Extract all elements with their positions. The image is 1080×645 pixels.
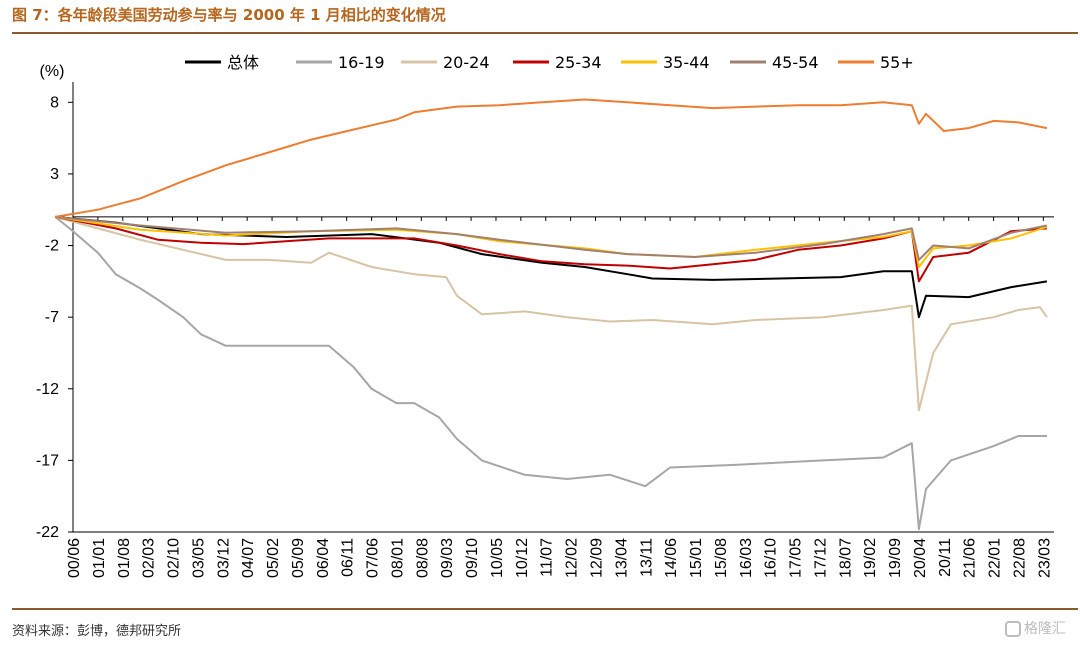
x-tick-label: 12/02 <box>564 538 581 578</box>
figure-title: 图 7：各年龄段美国劳动参与率与 2000 年 1 月相比的变化情况 <box>12 6 446 24</box>
y-tick-label: -2 <box>45 238 59 255</box>
x-tick-label: 18/07 <box>837 538 854 578</box>
watermark: 格隆汇 <box>1005 618 1066 638</box>
source-note: 资料来源：彭博，德邦研究所 <box>12 624 182 639</box>
chart-legend: 总体 16-19 20-24 25-34 35-44 45-54 55+ <box>185 53 914 72</box>
y-tick-label: 3 <box>50 166 59 183</box>
x-tick-label: 22/08 <box>1011 538 1028 578</box>
legend-label-3: 20-24 <box>443 53 490 72</box>
x-tick-label: 23/03 <box>1036 538 1053 578</box>
x-tick-label: 10/12 <box>514 538 531 578</box>
x-tick-label: 05/09 <box>290 538 307 578</box>
series-line-7 <box>55 98 1048 218</box>
series-layer <box>54 98 1048 531</box>
x-tick-label: 03/12 <box>215 538 232 578</box>
y-tick-label: 8 <box>50 94 59 111</box>
watermark-logo-icon <box>1005 621 1021 637</box>
x-tick-label: 01/01 <box>91 538 108 578</box>
x-tick-label: 02/10 <box>166 538 183 578</box>
x-tick-label: 15/08 <box>713 538 730 578</box>
x-tick-label: 03/05 <box>190 538 207 578</box>
x-tick-label: 01/08 <box>116 538 133 578</box>
x-tick-label: 13/11 <box>638 538 655 577</box>
x-tick-label: 17/05 <box>788 538 805 578</box>
x-tick-label: 21/06 <box>962 538 979 578</box>
series-line-4 <box>55 215 1047 283</box>
x-tick-label: 05/02 <box>265 538 282 578</box>
x-tick-label: 06/11 <box>340 538 357 577</box>
chart-axes: (%) 8 3 -2 -7 -12 -17 -22 00/06 01/01 01/08 02/03 02… <box>36 63 1054 578</box>
x-tick-label: 10/05 <box>489 538 506 578</box>
x-tick-label: 16/10 <box>763 538 780 578</box>
series-line-2 <box>54 216 1047 531</box>
x-tick-label: 19/09 <box>887 538 904 578</box>
x-tick-label: 04/07 <box>240 538 257 578</box>
legend-label-4: 25-34 <box>555 53 602 72</box>
legend-label-1: 总体 <box>227 53 259 72</box>
x-tick-label: 17/12 <box>812 538 829 578</box>
series-line-3 <box>54 215 1048 412</box>
x-tick-label: 02/03 <box>141 538 158 578</box>
x-tick-label: 08/01 <box>389 538 406 578</box>
x-tick-label: 22/01 <box>987 538 1004 578</box>
series-line-6 <box>55 215 1048 261</box>
x-tick-label: 00/06 <box>66 538 83 578</box>
x-tick-label: 11/07 <box>539 538 556 577</box>
legend-label-2: 16-19 <box>338 53 385 72</box>
y-tick-label: -22 <box>36 524 59 541</box>
x-tick-label: 06/04 <box>315 538 332 578</box>
y-tick-label: -17 <box>36 452 59 469</box>
line-chart: (%) 8 3 -2 -7 -12 -17 -22 00/06 01/01 01/08 02/03 02… <box>36 53 1054 578</box>
x-tick-label: 09/03 <box>439 538 456 578</box>
legend-label-6: 45-54 <box>772 53 819 72</box>
footer-rule <box>12 608 1078 610</box>
x-tick-label: 09/10 <box>464 538 481 578</box>
watermark-text: 格隆汇 <box>1024 621 1066 637</box>
y-tick-label: -12 <box>36 381 59 398</box>
x-tick-label: 16/03 <box>738 538 755 578</box>
x-tick-label: 19/02 <box>862 538 879 578</box>
x-tick-label: 15/01 <box>688 538 705 578</box>
legend-label-5: 35-44 <box>663 53 710 72</box>
series-line-1 <box>55 215 1048 319</box>
x-tick-label: 20/04 <box>912 538 929 578</box>
legend-label-7: 55+ <box>880 53 914 72</box>
y-axis-label: (%) <box>40 63 65 80</box>
x-tick-label: 07/06 <box>365 538 382 578</box>
x-tick-label: 13/04 <box>613 538 630 578</box>
x-tick-label: 20/11 <box>937 538 954 577</box>
header-rule <box>12 32 1078 34</box>
x-tick-label: 08/08 <box>414 538 431 578</box>
x-tick-label: 12/09 <box>588 538 605 578</box>
y-tick-label: -7 <box>45 309 59 326</box>
x-tick-label: 14/06 <box>663 538 680 578</box>
